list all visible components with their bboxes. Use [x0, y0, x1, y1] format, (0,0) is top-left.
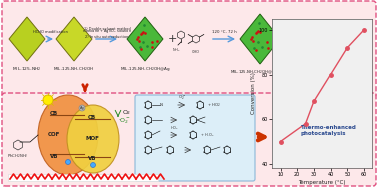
Text: 120 °C, 72 h: 120 °C, 72 h — [212, 30, 236, 34]
Text: MIL-125-NH-CH$_2$OH@Ag@COF: MIL-125-NH-CH$_2$OH@Ag@COF — [230, 68, 290, 76]
Text: CB: CB — [50, 111, 58, 116]
Text: MIL-125-NH-CH$_2$OH: MIL-125-NH-CH$_2$OH — [53, 65, 94, 73]
Polygon shape — [240, 14, 280, 64]
Text: MIL-125-NH-CH$_2$OH@Ag: MIL-125-NH-CH$_2$OH@Ag — [119, 65, 170, 73]
Text: CHO: CHO — [192, 50, 200, 54]
Y-axis label: Conversion (%): Conversion (%) — [251, 73, 256, 114]
Text: + H$_2$O$_2$: + H$_2$O$_2$ — [200, 131, 214, 139]
Text: 2) In situ auto-reduction: 2) In situ auto-reduction — [85, 35, 129, 39]
FancyBboxPatch shape — [2, 1, 376, 97]
Bar — [8, 174, 158, 181]
Text: CB: CB — [88, 114, 96, 119]
Polygon shape — [9, 17, 45, 61]
Text: MOF: MOF — [85, 137, 99, 142]
Text: 1) Double solvent method: 1) Double solvent method — [84, 27, 130, 31]
Text: + HO$_2$: + HO$_2$ — [207, 101, 221, 109]
Text: HO$_2$: HO$_2$ — [170, 124, 178, 132]
X-axis label: Temperature (°C): Temperature (°C) — [299, 180, 346, 185]
Circle shape — [90, 163, 96, 168]
Circle shape — [43, 95, 53, 105]
Polygon shape — [56, 17, 92, 61]
Text: Ag: Ag — [80, 106, 84, 110]
Text: N: N — [160, 103, 163, 107]
Text: n-hexane + AgNO$_3$ solution: n-hexane + AgNO$_3$ solution — [82, 27, 132, 35]
Ellipse shape — [38, 95, 98, 175]
FancyBboxPatch shape — [135, 95, 255, 181]
Text: Thermo-enhanced
photocatalysis: Thermo-enhanced photocatalysis — [301, 125, 356, 136]
Circle shape — [79, 105, 85, 111]
Text: +: + — [167, 34, 177, 44]
Text: O$_2$: O$_2$ — [122, 108, 131, 117]
FancyBboxPatch shape — [2, 93, 376, 186]
Text: HCHO modification: HCHO modification — [33, 30, 67, 34]
Text: VB: VB — [50, 154, 58, 159]
Text: PhCH$_2$NH$_2$: PhCH$_2$NH$_2$ — [7, 152, 29, 160]
Text: MIL-125-NH$_2$: MIL-125-NH$_2$ — [12, 65, 42, 73]
Text: NH$_2$: NH$_2$ — [172, 46, 180, 54]
Text: $\cdot$O$_2^-$: $\cdot$O$_2^-$ — [118, 116, 131, 126]
Ellipse shape — [67, 105, 119, 173]
Circle shape — [65, 160, 71, 165]
Polygon shape — [127, 17, 163, 61]
Text: O$_2^{·-}$: O$_2^{·-}$ — [178, 93, 186, 102]
Text: VB: VB — [88, 157, 96, 162]
Text: COF: COF — [48, 133, 60, 137]
